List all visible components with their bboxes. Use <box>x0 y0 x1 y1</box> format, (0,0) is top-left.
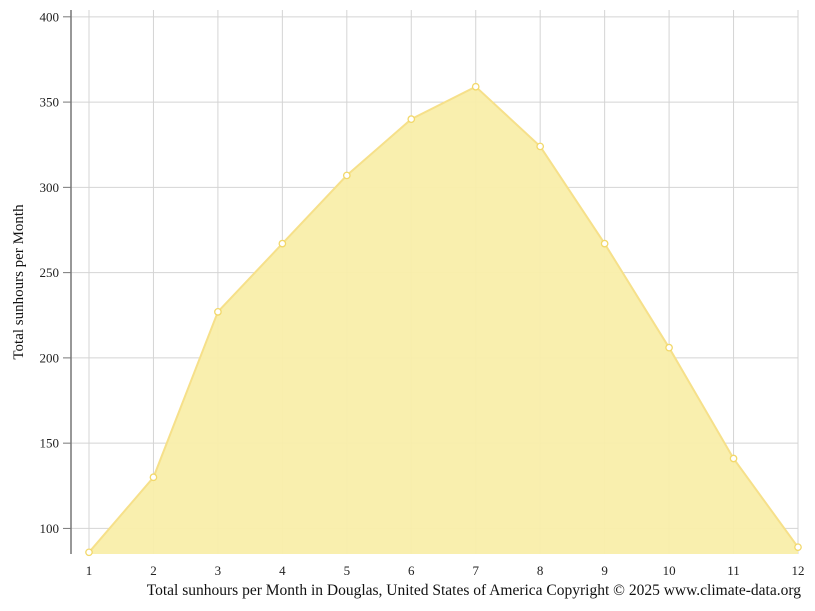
data-point <box>342 171 351 180</box>
chart-caption: Total sunhours per Month in Douglas, Uni… <box>146 582 801 599</box>
data-point <box>536 142 545 151</box>
data-point <box>149 473 158 482</box>
data-point <box>600 239 609 248</box>
data-point <box>794 543 802 552</box>
y-tick-label: 400 <box>40 9 60 24</box>
data-point <box>214 307 222 316</box>
y-tick-label: 100 <box>40 521 60 536</box>
area-fill <box>89 86 798 554</box>
data-point <box>278 239 287 248</box>
x-tick-label: 11 <box>727 563 740 578</box>
x-tick-label: 2 <box>150 563 157 578</box>
x-tick-label: 7 <box>472 563 479 578</box>
x-tick-label: 10 <box>663 563 676 578</box>
y-axis-title: Total sunhours per Month <box>11 204 27 360</box>
data-point <box>729 454 738 463</box>
y-tick-label: 300 <box>40 180 60 195</box>
x-tick-label: 5 <box>344 563 351 578</box>
x-tick-label: 8 <box>537 563 544 578</box>
x-tick-label: 1 <box>86 563 93 578</box>
x-tick-label: 3 <box>215 563 222 578</box>
y-axis-ticks: 100 150 200 250 300 350 400 <box>40 9 71 536</box>
data-point <box>407 115 416 123</box>
y-tick-label: 150 <box>40 436 60 451</box>
data-point <box>85 548 93 557</box>
y-tick-label: 200 <box>40 350 60 365</box>
y-tick-label: 350 <box>40 95 60 110</box>
x-tick-label: 6 <box>408 563 415 578</box>
data-markers <box>85 82 802 557</box>
data-point <box>665 343 673 352</box>
x-axis-ticks: 1 2 3 4 5 6 7 8 9 10 11 12 <box>86 563 805 578</box>
series-line <box>88 85 799 553</box>
x-tick-label: 4 <box>279 563 286 578</box>
data-point <box>471 82 480 91</box>
y-tick-label: 250 <box>40 265 60 280</box>
x-tick-label: 12 <box>792 563 805 578</box>
x-tick-label: 9 <box>601 563 608 578</box>
